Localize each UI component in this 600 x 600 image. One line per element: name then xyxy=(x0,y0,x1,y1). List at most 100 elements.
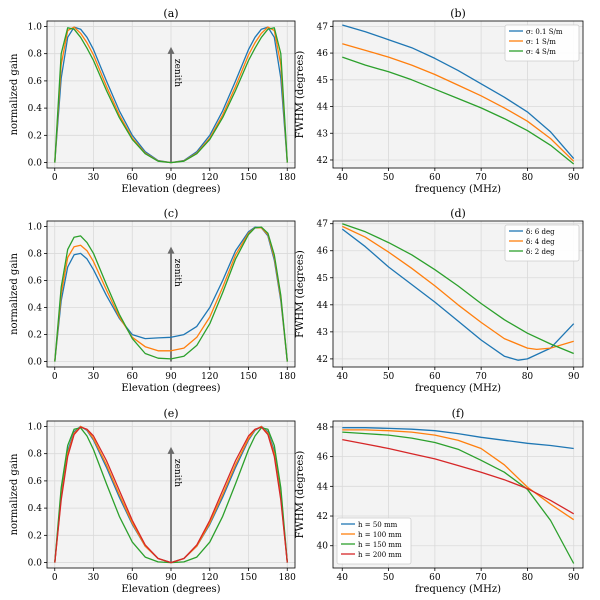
x-tick-label: 0 xyxy=(52,173,58,183)
y-tick-label: 45 xyxy=(317,274,329,284)
y-axis-label: normalized gain xyxy=(9,53,20,135)
x-tick-label: 30 xyxy=(88,573,100,583)
y-tick-label: 0.2 xyxy=(28,531,42,541)
x-tick-label: 150 xyxy=(240,173,257,183)
panel-f: 40 50 60 70 80 90 40 42 44 46 48 (f) frequency (MHz)… xyxy=(295,407,584,595)
y-axis-label: FWHM (degrees) xyxy=(295,451,306,539)
axes-frame xyxy=(332,420,584,569)
legend: σ: 0.1 S/m σ: 1 S/m σ: 4 S/m xyxy=(504,24,580,62)
y-tick-label: 44 xyxy=(317,482,329,492)
zenith-arrow-head xyxy=(167,246,175,254)
y-axis-label: FWHM (degrees) xyxy=(295,51,306,139)
y-tick-label: 0.8 xyxy=(28,50,43,60)
y-tick-label: 44 xyxy=(317,103,329,113)
legend-label: h = 150 mm xyxy=(358,541,402,549)
y-tick-label: 1.0 xyxy=(28,22,43,32)
x-tick-label: 90 xyxy=(568,173,580,183)
y-tick-label: 42 xyxy=(317,512,328,522)
x-tick-label: 90 xyxy=(568,573,580,583)
legend-label: σ: 4 S/m xyxy=(526,48,556,56)
x-tick-label: 0 xyxy=(52,372,58,382)
y-tick-label: 45 xyxy=(317,76,329,86)
x-tick-label: 40 xyxy=(337,173,349,183)
series-line--2-deg xyxy=(342,223,574,355)
panel-title: (b) xyxy=(450,7,466,20)
y-tick-label: 47 xyxy=(317,220,329,230)
legend-box xyxy=(336,517,412,565)
y-tick-label: 0.6 xyxy=(28,276,43,286)
y-tick-label: 1.0 xyxy=(28,222,43,232)
y-tick-label: 0.8 xyxy=(28,450,43,460)
panel-c: zenith 0 30 60 90 120 150 180 0.0 0.2 0.4 0.6 0.8 1.0… xyxy=(9,207,296,394)
x-tick-label: 60 xyxy=(127,573,139,583)
series-line--4-deg xyxy=(342,225,574,351)
y-tick-label: 0.4 xyxy=(28,104,43,114)
zenith-arrow-head xyxy=(167,446,175,454)
axes-frame xyxy=(332,20,584,169)
panel-title: (a) xyxy=(163,7,178,20)
y-tick-label: 43 xyxy=(317,328,329,338)
y-axis-label: normalized gain xyxy=(9,253,20,335)
legend-label: δ: 4 deg xyxy=(526,238,555,246)
x-tick-label: 90 xyxy=(165,573,177,583)
y-tick-label: 48 xyxy=(317,423,329,433)
x-tick-label: 70 xyxy=(475,372,487,382)
legend-label: h = 50 mm xyxy=(358,521,398,529)
x-tick-label: 60 xyxy=(429,372,441,382)
series-line-green xyxy=(54,226,288,362)
x-tick-label: 40 xyxy=(337,573,349,583)
x-axis-label: Elevation (degrees) xyxy=(121,184,220,195)
zenith-label: zenith xyxy=(172,459,182,487)
y-tick-label: 0.0 xyxy=(28,559,43,569)
series-line-green xyxy=(54,27,288,164)
x-tick-label: 30 xyxy=(88,173,100,183)
panel-title: (c) xyxy=(164,207,179,220)
series-line-h-150-mm xyxy=(342,431,575,564)
x-tick-label: 90 xyxy=(165,173,177,183)
y-tick-label: 0.2 xyxy=(28,331,42,341)
series-line--6-deg xyxy=(341,228,575,361)
legend-label: h = 200 mm xyxy=(358,551,402,559)
y-tick-label: 0.4 xyxy=(28,304,43,314)
x-tick-label: 60 xyxy=(127,372,139,382)
series-line--4-s-m xyxy=(342,56,575,165)
series-line-h-200-mm xyxy=(342,438,575,515)
x-tick-label: 150 xyxy=(240,372,257,382)
y-tick-label: 46 xyxy=(317,453,329,463)
x-tick-label: 50 xyxy=(383,573,395,583)
y-axis-label: FWHM (degrees) xyxy=(295,250,306,338)
axes-frame xyxy=(332,220,584,368)
x-tick-label: 120 xyxy=(201,372,218,382)
x-tick-label: 0 xyxy=(52,573,58,583)
legend: h = 50 mm h = 100 mm h = 150 mm h = 200 mm xyxy=(336,517,412,565)
y-tick-label: 43 xyxy=(317,129,329,139)
x-tick-label: 50 xyxy=(383,173,395,183)
y-tick-label: 0.0 xyxy=(28,358,43,368)
panel-e: zenith 0 30 60 90 120 150 180 0.0 0.2 0.4 0.6 0.8 1.0… xyxy=(9,407,296,595)
x-axis-label: Elevation (degrees) xyxy=(121,584,220,595)
x-tick-label: 120 xyxy=(201,173,218,183)
y-tick-label: 0.0 xyxy=(28,159,43,169)
x-tick-label: 180 xyxy=(279,372,296,382)
y-tick-label: 47 xyxy=(317,22,329,32)
legend-label: h = 100 mm xyxy=(358,531,402,539)
y-tick-label: 46 xyxy=(317,247,329,257)
legend-label: δ: 6 deg xyxy=(526,228,555,236)
y-tick-label: 0.6 xyxy=(28,477,43,487)
x-tick-label: 120 xyxy=(201,573,218,583)
y-axis-label: normalized gain xyxy=(9,453,20,535)
x-tick-label: 90 xyxy=(165,372,177,382)
legend-label: σ: 0.1 S/m xyxy=(526,28,563,36)
series-line--1-s-m xyxy=(342,43,575,162)
x-tick-label: 60 xyxy=(429,573,441,583)
y-tick-label: 42 xyxy=(317,355,328,365)
legend-label: δ: 2 deg xyxy=(526,248,555,256)
x-axis-label: frequency (MHz) xyxy=(415,584,501,595)
legend-box xyxy=(504,24,580,62)
x-tick-label: 180 xyxy=(279,173,296,183)
x-tick-label: 40 xyxy=(337,372,349,382)
y-tick-label: 0.8 xyxy=(28,249,43,259)
series-line-red xyxy=(54,426,288,564)
y-tick-label: 42 xyxy=(317,156,328,166)
